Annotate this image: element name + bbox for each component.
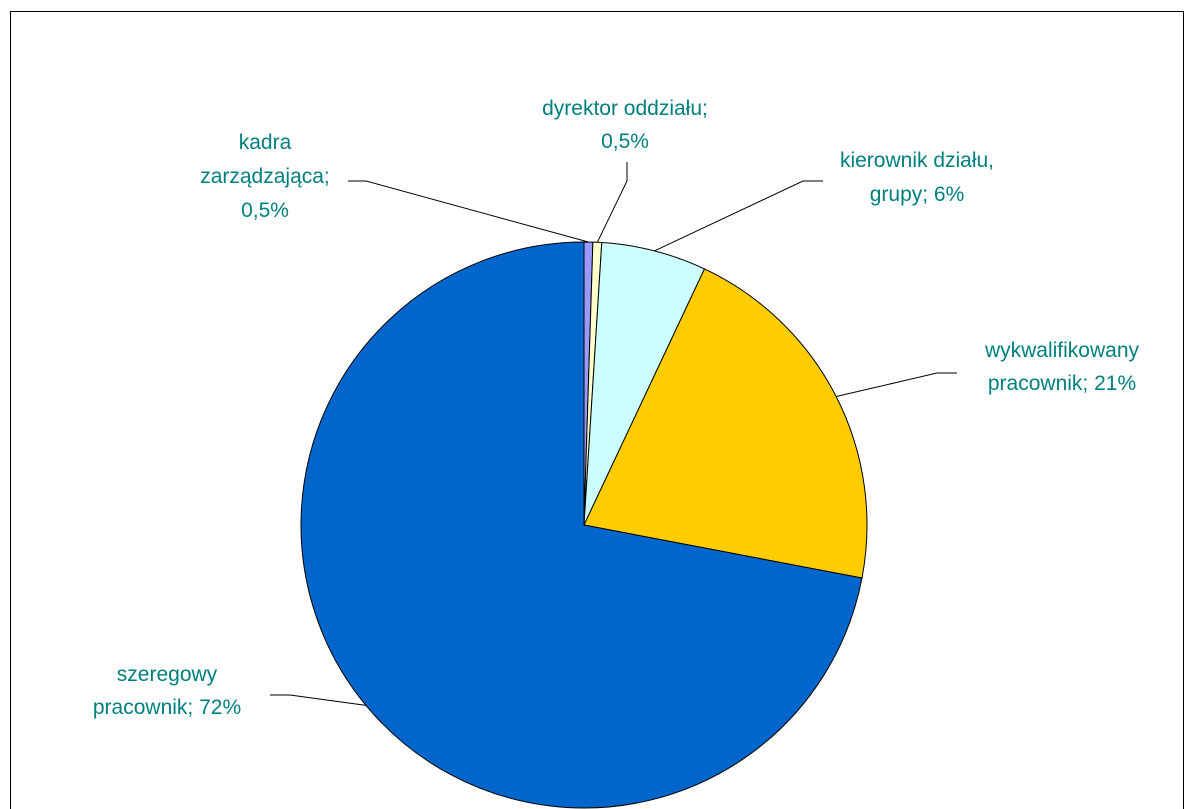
slice-label: wykwalifikowany pracownik; 21% <box>984 339 1140 395</box>
slice-label: dyrektor oddziału; 0,5% <box>542 97 708 153</box>
slice-label: szeregowy pracownik; 72% <box>93 663 241 719</box>
slice-label: kierownik działu, grupy; 6% <box>840 149 994 206</box>
leader-line <box>836 372 957 398</box>
leader-line <box>348 180 589 243</box>
leader-line <box>654 180 823 252</box>
pie-slice-wykwalifikowany-pracownik <box>583 268 868 579</box>
leader-line <box>270 694 367 706</box>
leader-line <box>596 162 628 243</box>
slice-label: kadra zarządzająca; 0,5% <box>200 131 330 222</box>
